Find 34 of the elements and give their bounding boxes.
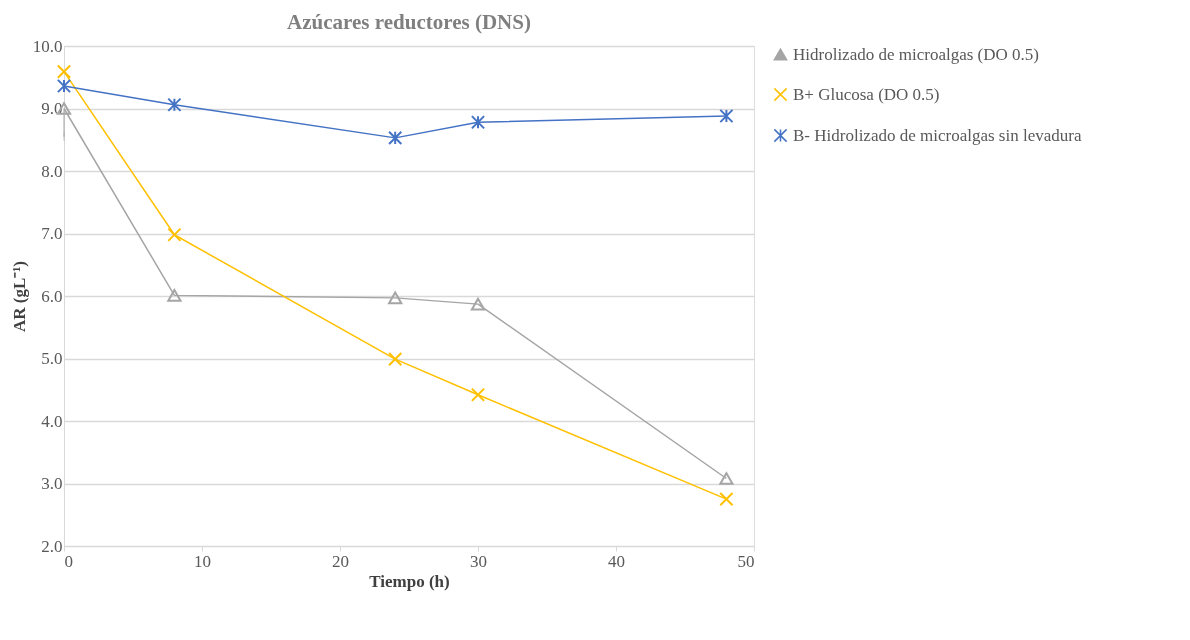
- point: [167, 227, 182, 242]
- x-tick-label: 0: [64, 551, 73, 571]
- point: [167, 97, 182, 112]
- point: [470, 387, 486, 402]
- y-tick-label: 10.0: [32, 36, 63, 56]
- legend-label: B+ Glucosa (DO 0.5): [793, 84, 940, 104]
- y-tick-label: 4.0: [41, 411, 63, 431]
- point: [388, 130, 403, 145]
- point: [167, 289, 182, 302]
- legend-label: B- Hidrolizado de microalgas sin levadura: [793, 125, 1082, 145]
- y-tick-label: 8.0: [41, 161, 63, 181]
- x-tick-label: 20: [332, 551, 349, 571]
- point: [470, 115, 486, 130]
- y-tick-label: 7.0: [41, 224, 63, 243]
- point: [719, 108, 734, 124]
- y-tick-label: 2.0: [41, 536, 63, 556]
- legend-label: Hidrolizado de microalgas (DO 0.5): [793, 44, 1039, 64]
- x-tick-label: 30: [470, 551, 487, 571]
- x-tick-label: 40: [608, 551, 625, 571]
- y-tick-label: 5.0: [41, 349, 63, 368]
- point: [56, 78, 72, 94]
- point: [719, 472, 734, 485]
- point: [388, 291, 403, 305]
- y-tick-label: 3.0: [41, 474, 63, 493]
- x-tick-label: 50: [737, 551, 755, 571]
- point: [470, 297, 486, 311]
- chart-title: Azúcares reductores (DNS): [287, 10, 531, 34]
- x-tick-label: 10: [194, 551, 211, 571]
- y-axis-title: AR (gL⁻¹): [9, 260, 29, 333]
- x-axis-title: Tiempo (h): [369, 571, 450, 591]
- point: [56, 64, 72, 79]
- y-tick-label: 6.0: [41, 286, 63, 306]
- point: [388, 352, 403, 367]
- point: [719, 492, 734, 507]
